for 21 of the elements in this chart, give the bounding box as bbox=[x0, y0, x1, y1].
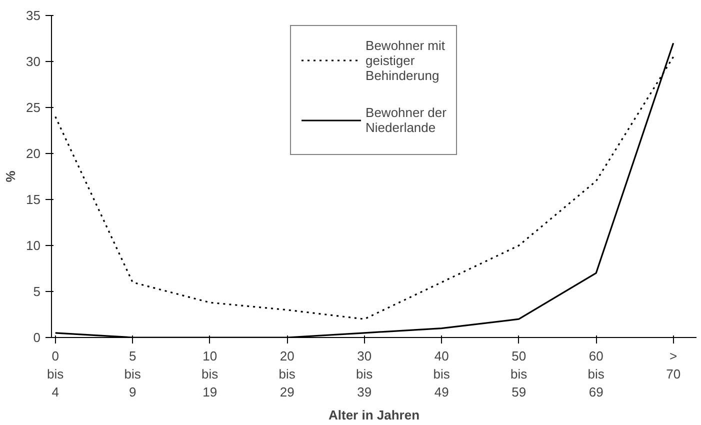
y-tick-label: 5 bbox=[33, 284, 41, 299]
y-tick-label: 10 bbox=[26, 238, 41, 253]
y-tick-label: 30 bbox=[26, 54, 41, 69]
legend-label: Bewohner mit geistiger Behinderung bbox=[366, 36, 446, 84]
x-tick-label: 40 bis 49 bbox=[433, 348, 450, 400]
x-tick-label: > 70 bbox=[666, 348, 681, 382]
legend-label: Bewohner der Niederlande bbox=[366, 104, 446, 137]
x-tick-label: 0 bis 4 bbox=[47, 348, 64, 400]
y-axis-title: % bbox=[3, 170, 18, 182]
y-tick-label: 0 bbox=[33, 330, 41, 345]
y-tick-label: 35 bbox=[26, 8, 41, 23]
y-tick-label: 20 bbox=[26, 146, 41, 161]
x-tick-label: 50 bis 59 bbox=[510, 348, 528, 400]
x-tick-label: 5 bis 9 bbox=[124, 348, 142, 400]
x-tick-label: 20 bis 29 bbox=[278, 348, 296, 400]
x-tick-label: 60 bis 69 bbox=[588, 348, 605, 400]
y-tick-label: 15 bbox=[26, 192, 41, 207]
y-tick-label: 25 bbox=[26, 100, 41, 115]
x-axis-title: Alter in Jahren bbox=[328, 408, 420, 422]
x-tick-label: 10 bis 19 bbox=[202, 348, 219, 400]
x-tick-label: 30 bis 39 bbox=[356, 348, 374, 400]
